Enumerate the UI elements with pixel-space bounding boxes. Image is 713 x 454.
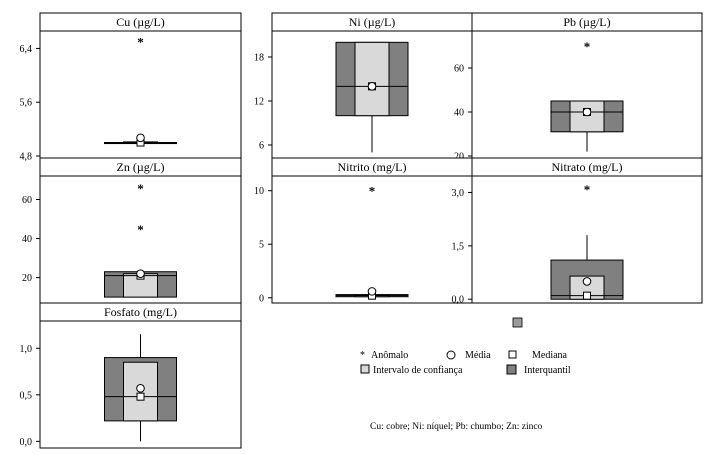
panel-title: Fosfato (mg/L) bbox=[104, 305, 177, 319]
ci-box bbox=[569, 100, 605, 133]
panel-3: Zn (µg/L) 20 40 60 * * bbox=[22, 157, 242, 304]
legend-mean-symbol bbox=[446, 350, 456, 360]
y-tick-label: 0,0 bbox=[452, 295, 465, 306]
y-tick-label: 1,5 bbox=[452, 241, 465, 252]
panel-title: Nitrato (mg/L) bbox=[552, 160, 623, 174]
y-tick-label: 0,5 bbox=[20, 390, 33, 401]
panel-6: Fosfato (mg/L) 0,0 0,5 1,0 bbox=[20, 302, 242, 449]
legend-median-symbol bbox=[508, 350, 517, 359]
y-tick-label: 40 bbox=[22, 234, 32, 245]
y-tick-label: 20 bbox=[22, 273, 32, 284]
legend-median-label: Mediana bbox=[532, 350, 568, 361]
panel-title: Ni (µg/L) bbox=[349, 15, 396, 29]
panel-title: Pb (µg/L) bbox=[563, 15, 610, 29]
panel-5: Nitrato (mg/L) 0,0 1,5 3,0 * bbox=[452, 157, 703, 306]
y-tick-label: 40 bbox=[454, 108, 464, 119]
y-tick-label: 3,0 bbox=[452, 188, 465, 199]
outlier-marker: * bbox=[137, 35, 144, 50]
y-tick-label: 10 bbox=[254, 186, 264, 197]
legend: * Anômalo Média Mediana Intervalo de con… bbox=[360, 317, 571, 376]
y-tick-label: 5 bbox=[259, 240, 264, 251]
panel-frame bbox=[271, 157, 473, 304]
y-tick-label: 6,4 bbox=[20, 44, 33, 55]
outlier-marker: * bbox=[584, 39, 591, 54]
outlier-marker: * bbox=[584, 182, 591, 197]
y-tick-label: 12 bbox=[254, 97, 264, 108]
y-tick-label: 1,0 bbox=[20, 344, 33, 355]
legend-iqr-swatch bbox=[506, 364, 517, 375]
panel-1: Ni (µg/L) 6 12 18 bbox=[254, 12, 473, 159]
legend-outlier-symbol: * bbox=[360, 350, 365, 361]
panel-4: Nitrito (mg/L) 0 5 10 * bbox=[254, 157, 473, 304]
outlier-marker: * bbox=[137, 222, 144, 237]
legend-outlier-label: Anômalo bbox=[371, 350, 408, 361]
mean-marker bbox=[136, 269, 145, 278]
y-tick-label: 60 bbox=[454, 64, 464, 75]
legend-ci-label: Intervalo de confiança bbox=[373, 365, 463, 376]
legend-mean-label: Média bbox=[465, 350, 491, 361]
y-tick-label: 20 bbox=[454, 152, 464, 163]
mean-marker bbox=[367, 82, 377, 91]
legend-small-swatch bbox=[512, 317, 523, 328]
outlier-marker: * bbox=[369, 184, 376, 199]
median-marker bbox=[136, 392, 145, 401]
y-tick-label: 4,8 bbox=[20, 152, 33, 163]
ci-box bbox=[354, 41, 390, 117]
panel-0: Cu (µg/L) 4,8 5,6 6,4 * bbox=[20, 12, 242, 163]
mean-marker bbox=[367, 287, 377, 296]
y-tick-label: 0 bbox=[259, 293, 264, 304]
footnote: Cu: cobre; Ni: níquel; Pb: chumbo; Zn: z… bbox=[370, 422, 543, 432]
panel-2: Pb (µg/L) 20 40 60 * bbox=[454, 12, 703, 163]
mean-marker bbox=[136, 133, 145, 143]
y-tick-label: 5,6 bbox=[20, 98, 33, 109]
mean-marker bbox=[136, 383, 145, 393]
y-tick-label: 60 bbox=[22, 195, 32, 206]
legend-ci-swatch bbox=[360, 364, 370, 374]
panel-title: Zn (µg/L) bbox=[117, 160, 165, 174]
legend-iqr-label: Interquantil bbox=[524, 365, 571, 376]
outlier-marker: * bbox=[137, 181, 144, 196]
mean-marker bbox=[582, 277, 592, 286]
median-marker bbox=[583, 291, 591, 300]
panel-title: Nitrito (mg/L) bbox=[338, 160, 407, 174]
y-tick-label: 6 bbox=[259, 141, 264, 152]
y-tick-label: 18 bbox=[254, 53, 264, 64]
mean-marker bbox=[582, 107, 592, 117]
y-tick-label: 0,0 bbox=[20, 437, 33, 448]
panel-title: Cu (µg/L) bbox=[116, 15, 165, 29]
